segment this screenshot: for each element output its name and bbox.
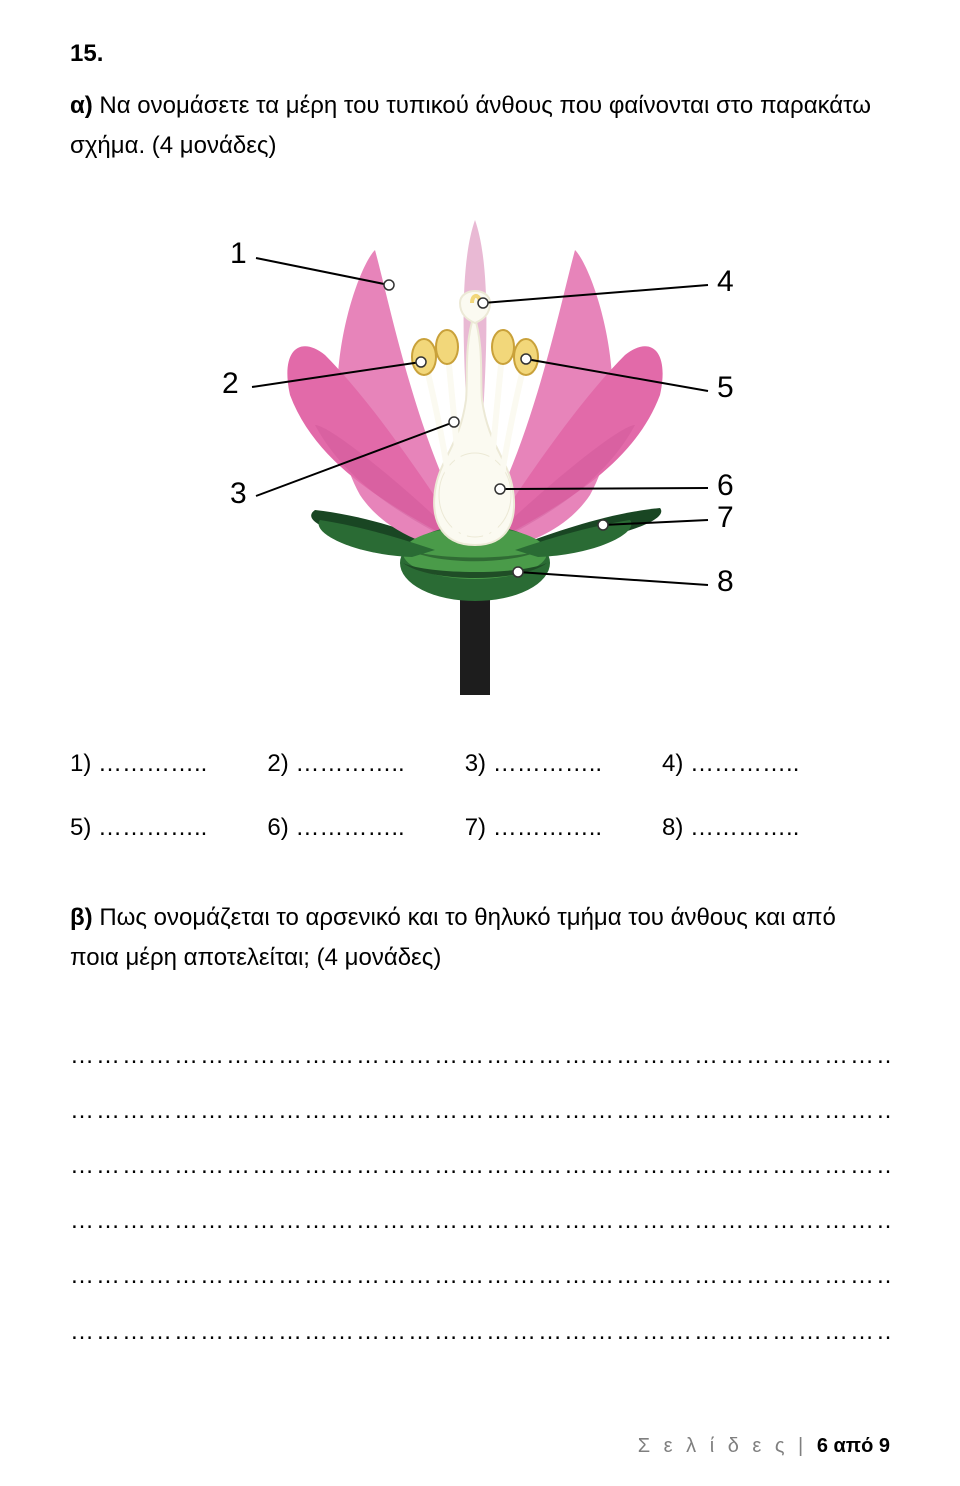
diagram-label-8: 8 [717,565,734,599]
diagram-label-4: 4 [717,265,734,299]
answer-row-1: 1) ………….. 2) ………….. 3) ………….. 4) ………….. [70,735,890,793]
anther-1 [412,339,436,375]
footer-page: 6 από 9 [817,1435,890,1457]
marker-3 [449,417,459,427]
diagram-label-2: 2 [222,367,239,401]
dotted-line: ……………………………………………………………………………………………………… [70,1138,890,1193]
blank-3: 3) ………….. [465,735,602,793]
question-number: 15. [70,40,890,68]
stem [460,585,490,695]
diagram-container: 1 2 3 4 5 6 7 8 [70,175,890,695]
marker-8 [513,567,523,577]
marker-5 [521,354,531,364]
diagram-label-1: 1 [230,237,247,271]
anther-2 [436,330,458,364]
dotted-line: ……………………………………………………………………………………………………… [70,1304,890,1359]
blank-7: 7) ………….. [465,799,602,857]
marker-7 [598,520,608,530]
blank-6: 6) ………….. [267,799,404,857]
answer-blanks: 1) ………….. 2) ………….. 3) ………….. 4) ………….. … [70,735,890,856]
part-a-text: α) Να ονομάσετε τα μέρη του τυπικού άνθο… [70,86,890,165]
diagram-label-7: 7 [717,501,734,535]
blank-1: 1) ………….. [70,735,207,793]
diagram-label-5: 5 [717,371,734,405]
dotted-lines-holder: …………………………………………………………………………………………………………… [70,1028,890,1359]
footer-prefix: Σ ε λ ί δ ε ς [638,1435,789,1457]
dotted-line: ……………………………………………………………………………………………………… [70,1028,890,1083]
blank-8: 8) ………….. [662,799,799,857]
dotted-line: ……………………………………………………………………………………………………… [70,1248,890,1303]
leader-8 [518,572,708,585]
part-b-text: β) Πως ονομάζεται το αρσενικό και το θηλ… [70,898,890,977]
marker-6 [495,484,505,494]
marker-4 [478,298,488,308]
diagram-label-6: 6 [717,469,734,503]
blank-5: 5) ………….. [70,799,207,857]
marker-2 [416,357,426,367]
part-a-label: α) [70,92,93,119]
part-b-label: β) [70,904,93,931]
flower-diagram: 1 2 3 4 5 6 7 8 [160,175,800,695]
answer-row-2: 5) ………….. 6) ………….. 7) ………….. 8) ………….. [70,799,890,857]
leader-6 [500,488,708,489]
blank-2: 2) ………….. [267,735,404,793]
page-footer: Σ ε λ ί δ ε ς | 6 από 9 [638,1435,890,1458]
marker-1 [384,280,394,290]
diagram-label-3: 3 [230,477,247,511]
blank-4: 4) ………….. [662,735,799,793]
dotted-line: ……………………………………………………………………………………………………… [70,1083,890,1138]
flower-svg [160,175,800,695]
part-a-body: Να ονομάσετε τα μέρη του τυπικού άνθους … [70,92,871,159]
anther-3 [492,330,514,364]
part-b-body: Πως ονομάζεται το αρσενικό και το θηλυκό… [70,904,836,971]
page: 15. α) Να ονομάσετε τα μέρη του τυπικού … [0,0,960,1486]
footer-sep: | [789,1435,817,1457]
dotted-line: ……………………………………………………………………………………………………… [70,1193,890,1248]
